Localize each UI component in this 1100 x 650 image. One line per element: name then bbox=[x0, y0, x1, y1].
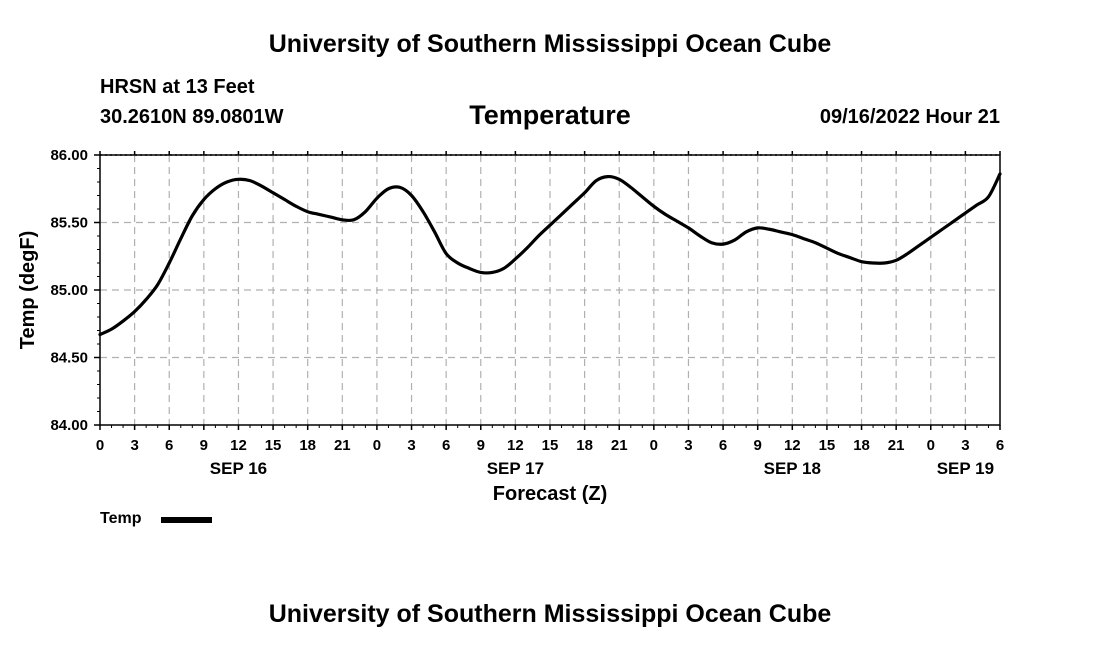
series-layer bbox=[98, 172, 1002, 337]
x-tick-label: 12 bbox=[784, 437, 801, 454]
y-tick-label: 85.00 bbox=[50, 282, 88, 299]
y-tick-label: 85.50 bbox=[50, 215, 88, 232]
x-tick-label: 3 bbox=[961, 437, 969, 454]
x-tick-label: 3 bbox=[407, 437, 415, 454]
x-tick-label: 15 bbox=[819, 437, 836, 454]
x-tick-label: 3 bbox=[130, 437, 138, 454]
page-title-top: University of Southern Mississippi Ocean… bbox=[268, 30, 832, 58]
x-tick-label: 15 bbox=[542, 437, 559, 454]
x-tick-label: 9 bbox=[477, 437, 485, 454]
legend-label: Temp bbox=[100, 510, 142, 527]
station-label: HRSN at 13 Feet bbox=[100, 76, 255, 98]
x-tick-label: 0 bbox=[96, 437, 104, 454]
coordinates-label: 30.2610N 89.0801W bbox=[100, 106, 284, 128]
x-date-label: SEP 17 bbox=[487, 459, 544, 478]
grid-layer bbox=[100, 154, 1000, 425]
x-tick-label: 15 bbox=[265, 437, 282, 454]
x-tick-label: 0 bbox=[373, 437, 381, 454]
page-title-bottom: University of Southern Mississippi Ocean… bbox=[268, 600, 832, 628]
x-tick-label: 21 bbox=[888, 437, 905, 454]
x-date-label: SEP 19 bbox=[937, 459, 994, 478]
y-tick-label: 84.50 bbox=[50, 350, 88, 367]
series-line-temp bbox=[98, 172, 1002, 337]
x-tick-label: 18 bbox=[576, 437, 593, 454]
x-tick-label: 6 bbox=[719, 437, 727, 454]
chart-title: Temperature bbox=[469, 100, 631, 130]
x-date-label: SEP 18 bbox=[764, 459, 821, 478]
x-tick-label: 9 bbox=[200, 437, 208, 454]
x-tick-label: 3 bbox=[684, 437, 692, 454]
timestamp-label: 09/16/2022 Hour 21 bbox=[819, 106, 1000, 128]
legend-line-swatch bbox=[161, 517, 212, 523]
tick-layer: 84.00 84.50 85.00 85.50 86.00 0 3 6 9 12 15 18 21 0 3 6… bbox=[50, 147, 1004, 478]
x-tick-label: 18 bbox=[299, 437, 316, 454]
y-tick-label: 84.00 bbox=[50, 417, 88, 434]
x-tick-label: 12 bbox=[507, 437, 524, 454]
x-tick-label: 6 bbox=[996, 437, 1004, 454]
y-axis-title: Temp (degF) bbox=[17, 231, 39, 350]
x-tick-label: 9 bbox=[754, 437, 762, 454]
x-tick-label: 6 bbox=[442, 437, 450, 454]
x-tick-label: 18 bbox=[853, 437, 870, 454]
x-tick-label: 0 bbox=[650, 437, 658, 454]
x-tick-label: 0 bbox=[927, 437, 935, 454]
x-axis-title: Forecast (Z) bbox=[493, 483, 607, 505]
x-tick-label: 21 bbox=[334, 437, 351, 454]
x-tick-label: 6 bbox=[165, 437, 173, 454]
x-tick-label: 21 bbox=[611, 437, 628, 454]
x-date-label: SEP 16 bbox=[210, 459, 267, 478]
y-tick-label: 86.00 bbox=[50, 147, 88, 164]
x-tick-label: 12 bbox=[230, 437, 247, 454]
